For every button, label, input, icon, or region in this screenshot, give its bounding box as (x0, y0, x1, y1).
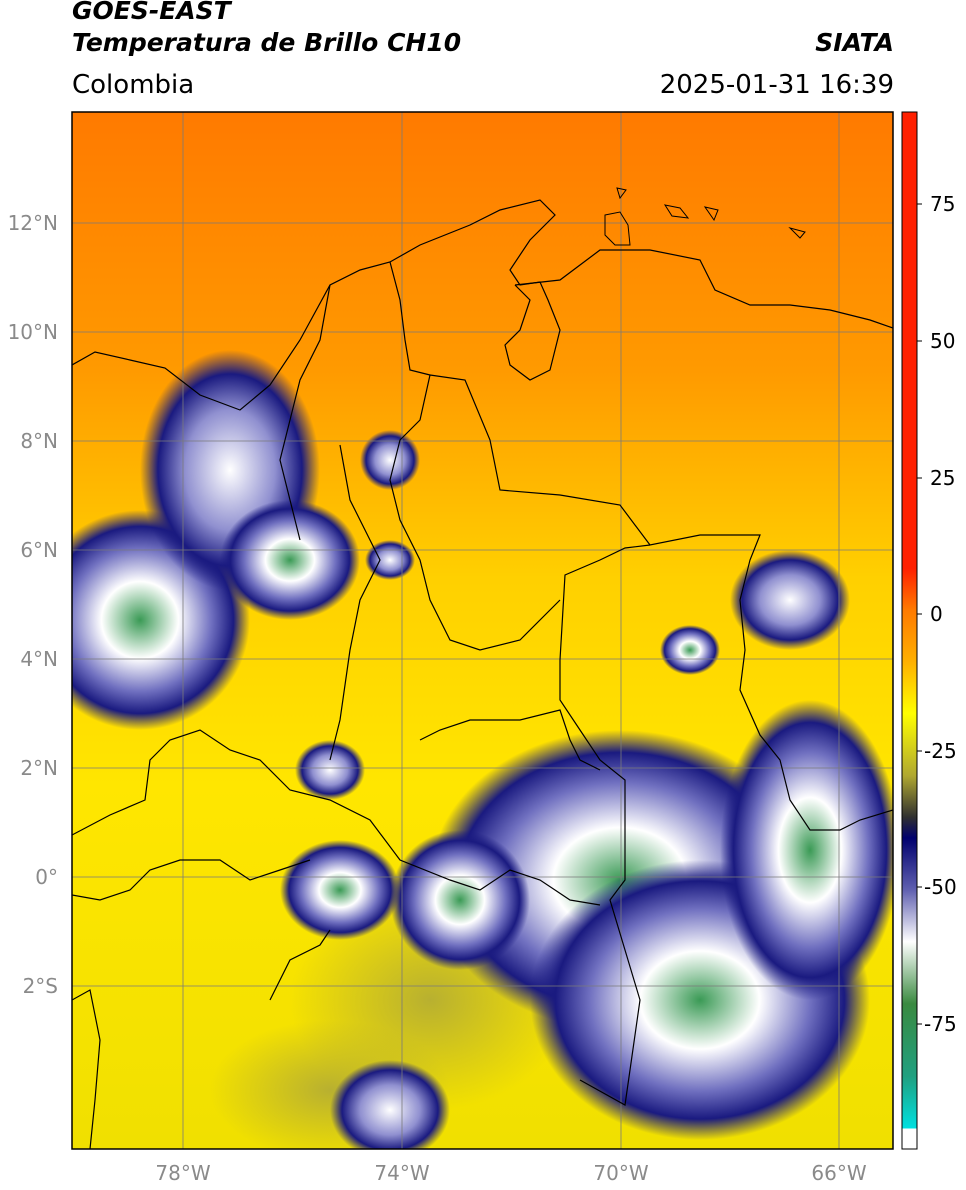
brightness-temperature-field (72, 112, 893, 1149)
colorbar-tick: 25 (930, 466, 955, 490)
latitude-labels: 12°N 10°N 8°N 6°N 4°N 2°N 0° 2°S (8, 211, 58, 998)
graticule (72, 112, 893, 1149)
source-label: SIATA (815, 28, 894, 57)
lat-label: 2°N (20, 756, 58, 780)
colorbar-tick: -75 (924, 1012, 957, 1036)
boundaries (72, 199, 893, 1149)
region-label: Colombia (72, 70, 195, 100)
lat-label: 4°N (20, 647, 58, 671)
lat-label: 10°N (8, 320, 58, 344)
longitude-labels: 78°W 74°W 70°W 66°W (155, 1161, 866, 1185)
colorbar-tick: -50 (924, 875, 957, 899)
map-frame (71, 111, 894, 1150)
lat-label: 12°N (8, 211, 58, 235)
datetime-label: 2025-01-31 16:39 (659, 70, 894, 100)
colorbar-tick: 0 (930, 602, 943, 626)
lat-label: 0° (35, 865, 58, 889)
colorbar-tick: 75 (930, 192, 955, 216)
colorbar: 75 50 25 0 -25 -50 -75 (901, 111, 957, 1150)
lon-label: 78°W (155, 1161, 210, 1185)
colorbar-tick: -25 (924, 739, 957, 763)
satellite-title: GOES-EAST (72, 0, 231, 25)
product-title: Temperatura de Brillo CH10 (72, 28, 462, 57)
lat-label: 8°N (20, 429, 58, 453)
lon-label: 70°W (593, 1161, 648, 1185)
lat-label: 6°N (20, 538, 58, 562)
lon-label: 66°W (811, 1161, 866, 1185)
colorbar-tick: 50 (930, 329, 955, 353)
lon-label: 74°W (374, 1161, 429, 1185)
lat-label: 2°S (23, 974, 58, 998)
